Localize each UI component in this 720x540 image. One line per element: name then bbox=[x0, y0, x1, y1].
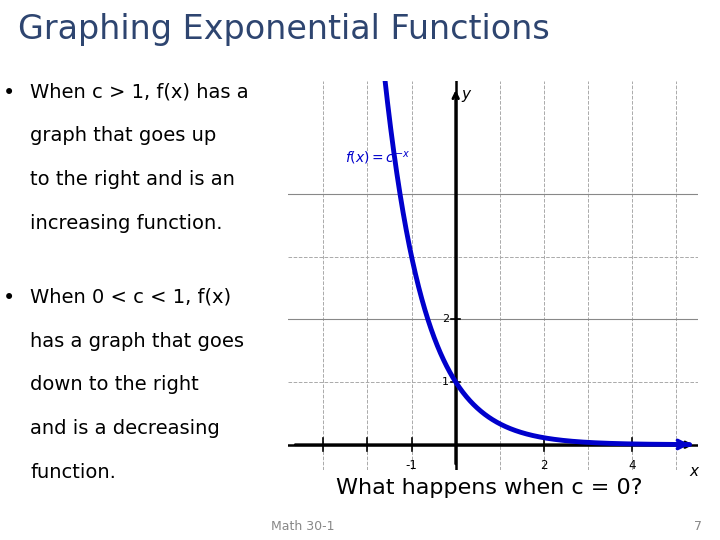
Text: y: y bbox=[461, 87, 470, 102]
Text: What happens when c = 0?: What happens when c = 0? bbox=[336, 478, 643, 498]
Text: function.: function. bbox=[30, 462, 116, 482]
Text: •: • bbox=[3, 288, 15, 308]
Text: to the right and is an: to the right and is an bbox=[30, 170, 235, 189]
Text: 2: 2 bbox=[442, 314, 449, 325]
Text: 7: 7 bbox=[694, 520, 703, 533]
Text: graph that goes up: graph that goes up bbox=[30, 126, 217, 145]
Text: 2: 2 bbox=[540, 458, 548, 471]
Text: down to the right: down to the right bbox=[30, 375, 199, 394]
Text: $f(x) = c^{-x}$: $f(x) = c^{-x}$ bbox=[346, 150, 410, 166]
Text: 1: 1 bbox=[442, 377, 449, 387]
Text: x: x bbox=[690, 463, 698, 478]
Text: 4: 4 bbox=[629, 458, 636, 471]
Text: Graphing Exponential Functions: Graphing Exponential Functions bbox=[18, 12, 550, 46]
Text: increasing function.: increasing function. bbox=[30, 214, 222, 233]
Text: •: • bbox=[3, 83, 15, 103]
Text: and is a decreasing: and is a decreasing bbox=[30, 419, 220, 438]
Text: Math 30-1: Math 30-1 bbox=[271, 520, 334, 533]
Text: When c > 1, f(x) has a: When c > 1, f(x) has a bbox=[30, 83, 249, 102]
Text: -1: -1 bbox=[405, 458, 418, 471]
Text: When 0 < c < 1, f(x): When 0 < c < 1, f(x) bbox=[30, 288, 231, 307]
Text: has a graph that goes: has a graph that goes bbox=[30, 332, 244, 350]
